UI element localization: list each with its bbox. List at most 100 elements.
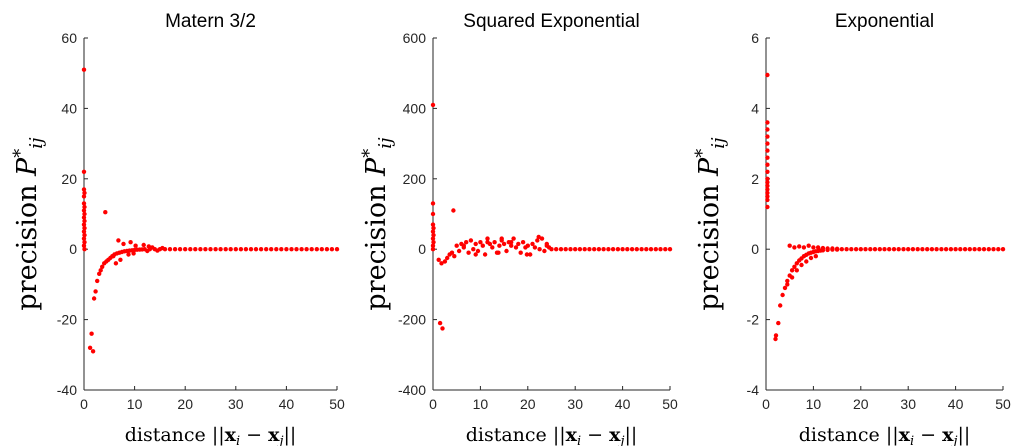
data-point (218, 247, 223, 252)
x-axis-label: distance ||xi − xj|| (125, 424, 297, 446)
y-tick-label: -200 (398, 312, 426, 328)
x-axis-label: distance ||xi − xj|| (799, 424, 971, 446)
data-point (943, 247, 949, 252)
data-point (437, 320, 443, 326)
data-point (451, 208, 456, 213)
data-point (882, 247, 887, 252)
data-point (592, 247, 597, 252)
data-point (813, 254, 818, 259)
x-tick-label: 20 (853, 396, 869, 412)
data-point (785, 278, 790, 284)
data-point (269, 247, 274, 252)
data-point (213, 247, 218, 252)
data-point (577, 247, 583, 252)
data-point (601, 247, 606, 252)
data-point (806, 243, 811, 248)
data-point (473, 241, 478, 247)
data-point (492, 240, 497, 245)
data-point (518, 250, 523, 255)
data-point (872, 247, 878, 252)
y-tick-label: 4 (751, 100, 759, 116)
data-point (549, 247, 554, 252)
x-tick-label: 0 (429, 396, 437, 412)
data-point (901, 247, 906, 252)
data-point (544, 241, 549, 247)
data-point (615, 247, 621, 252)
data-point (126, 252, 131, 257)
data-point (466, 250, 471, 255)
data-point (910, 247, 916, 252)
data-point (81, 215, 87, 220)
y-tick-label: -4 (747, 382, 760, 398)
data-point (82, 204, 87, 210)
data-point (773, 336, 778, 342)
data-point (188, 247, 193, 252)
data-point (504, 248, 509, 254)
data-point (525, 243, 530, 248)
data-point (906, 247, 911, 252)
data-point (183, 247, 188, 252)
data-point (765, 180, 770, 185)
x-tick-label: 30 (900, 396, 916, 412)
data-point (830, 246, 835, 251)
data-point (606, 247, 611, 252)
data-point (648, 247, 654, 252)
data-point (238, 247, 244, 252)
data-point (765, 155, 770, 160)
data-point (520, 240, 526, 245)
data-point (509, 243, 514, 248)
data-point (440, 326, 445, 331)
data-point (264, 247, 269, 252)
data-point (792, 245, 797, 250)
data-point (473, 252, 478, 257)
data-point (896, 247, 901, 252)
data-point (223, 247, 228, 252)
data-point (436, 257, 441, 262)
data-point (573, 247, 578, 252)
data-point (653, 247, 658, 252)
y-tick-label: -40 (57, 382, 77, 398)
data-point (430, 102, 436, 108)
y-tick-label: 6 (751, 30, 759, 46)
data-point (811, 245, 816, 250)
data-point (582, 247, 587, 252)
data-point (497, 243, 502, 248)
x-tick-label: 10 (473, 396, 489, 412)
data-point (530, 241, 535, 247)
data-point (81, 187, 87, 192)
data-point (113, 261, 119, 266)
x-tick-label: 40 (948, 396, 964, 412)
data-point (789, 268, 795, 273)
x-axis-label: distance ||xi − xj|| (466, 424, 638, 446)
data-point (172, 247, 178, 252)
data-point (863, 247, 868, 252)
data-point (431, 232, 436, 238)
data-point (953, 247, 958, 252)
data-point (439, 261, 444, 266)
data-point (558, 247, 564, 252)
data-point (81, 67, 87, 72)
data-point (289, 247, 294, 252)
data-point (539, 236, 545, 241)
data-point (792, 264, 797, 269)
data-point (535, 238, 540, 243)
data-point (920, 247, 925, 252)
data-point (461, 243, 466, 248)
chart-title: Squared Exponential (463, 11, 639, 32)
data-point (468, 238, 474, 243)
x-tick-label: 0 (762, 396, 770, 412)
data-point (825, 246, 830, 251)
data-point (554, 247, 559, 252)
data-point (81, 169, 87, 174)
x-tick-label: 50 (662, 396, 678, 412)
data-point (849, 247, 854, 252)
data-point (294, 247, 299, 252)
data-point (958, 247, 963, 252)
data-point (116, 238, 121, 243)
data-point (934, 247, 939, 252)
data-point (513, 245, 519, 250)
data-point (150, 245, 155, 250)
y-tick-label: 0 (751, 241, 759, 257)
data-point (82, 218, 87, 224)
data-point (858, 247, 863, 252)
